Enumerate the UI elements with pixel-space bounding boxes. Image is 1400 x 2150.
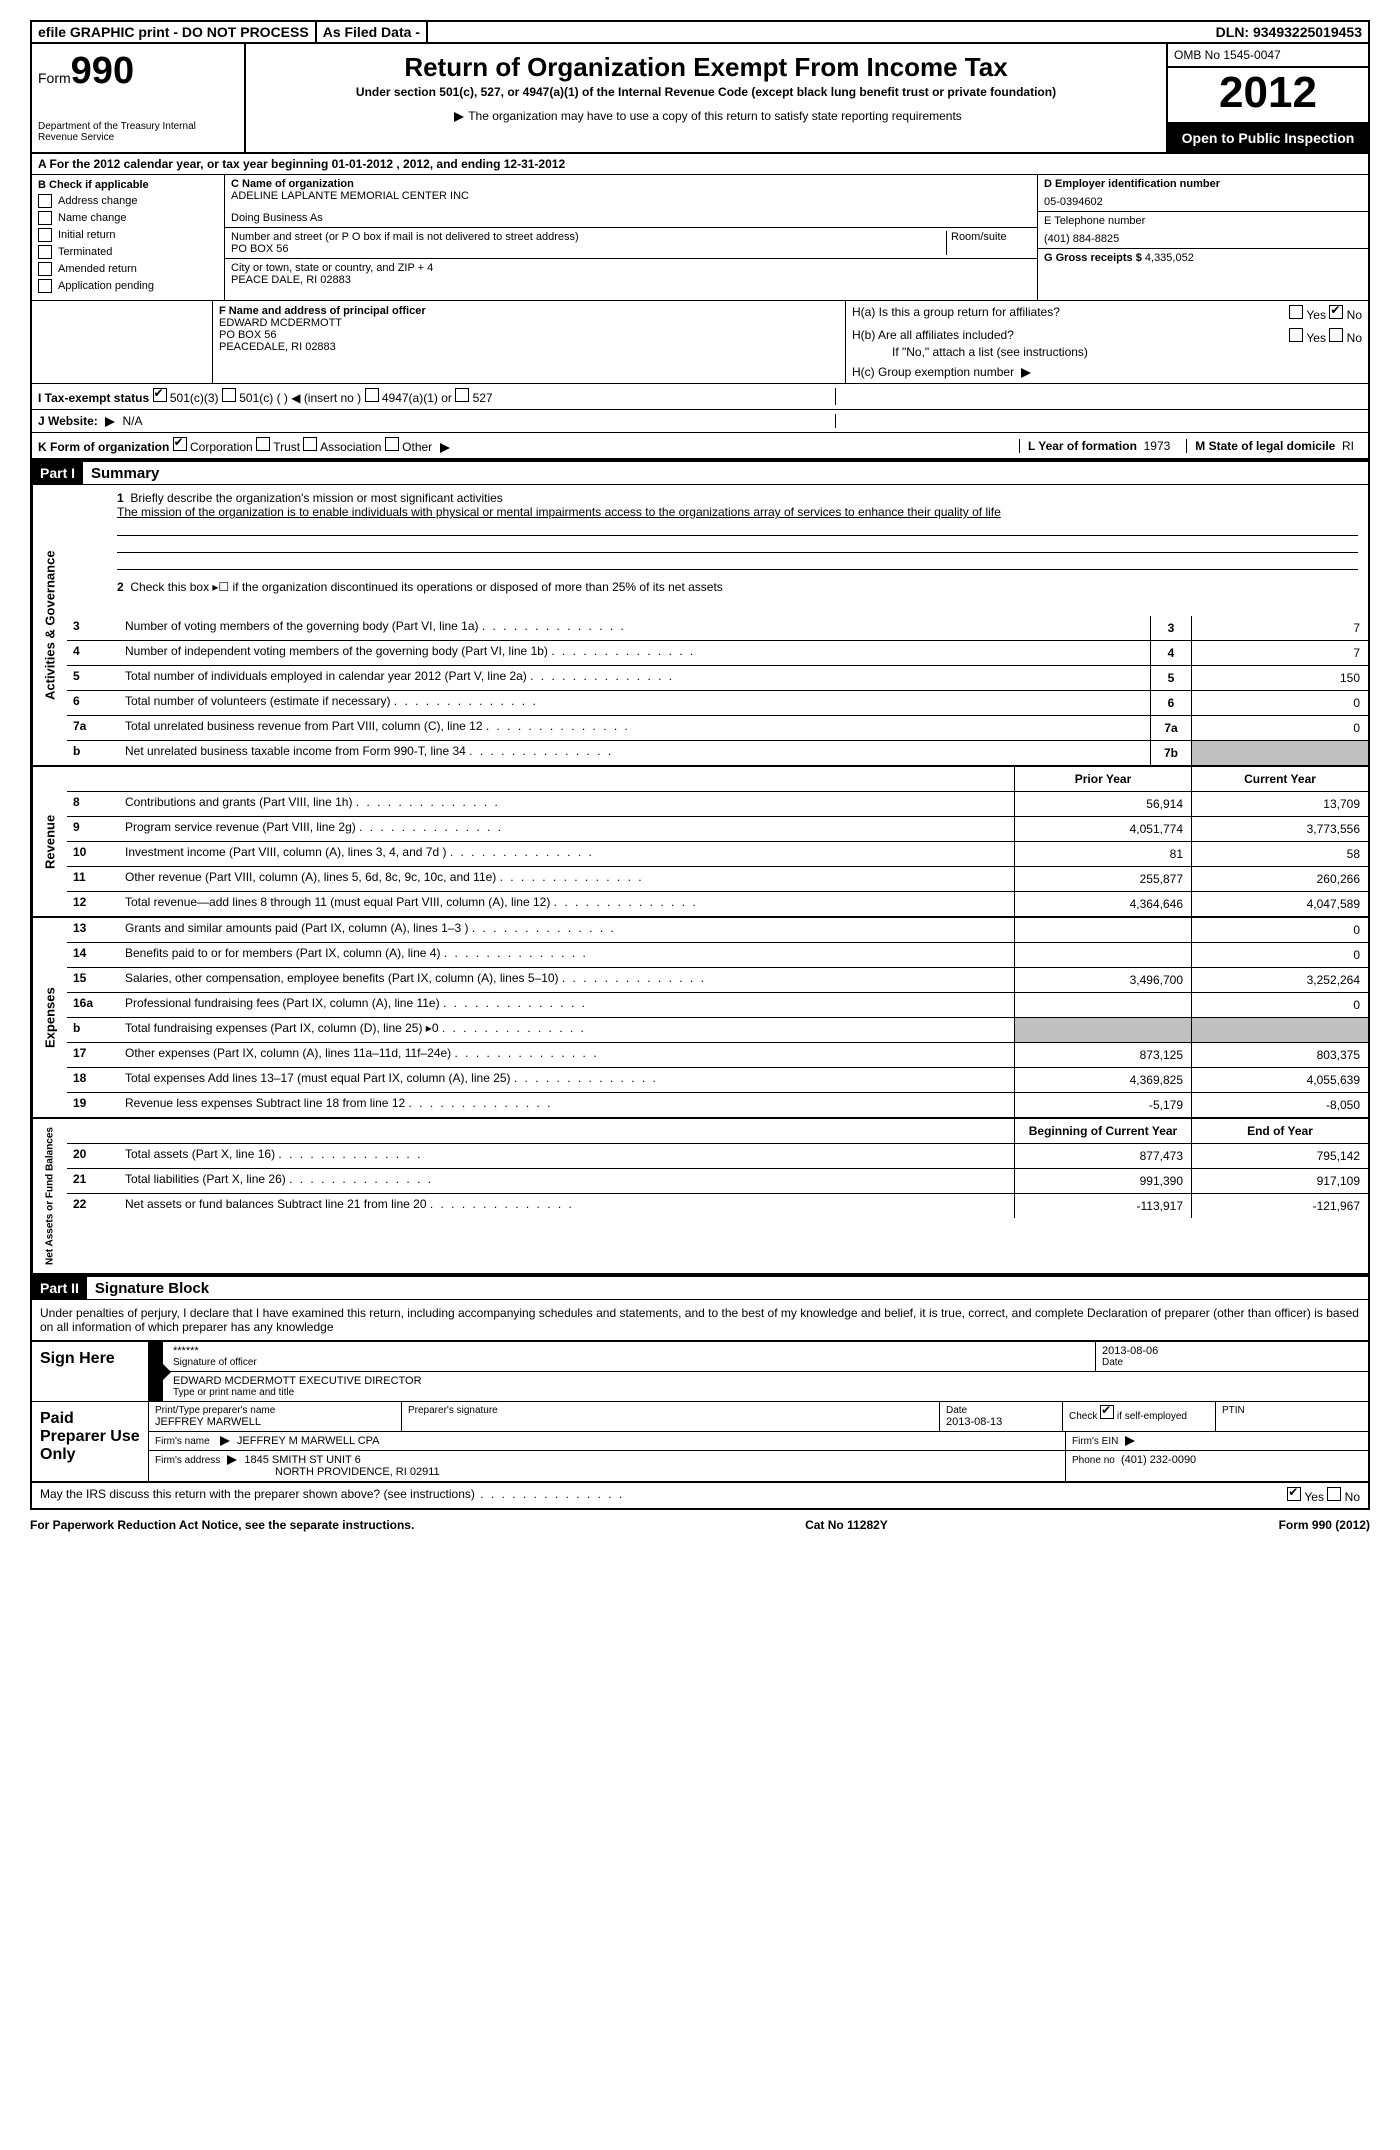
cb-501c3[interactable] [153,388,167,402]
cb-pending[interactable] [38,279,52,293]
cb-501c[interactable] [222,388,236,402]
tax-year: 2012 [1168,68,1368,124]
dept-treasury: Department of the Treasury Internal Reve… [38,121,238,143]
efile-notice: efile GRAPHIC print - DO NOT PROCESS [32,22,317,42]
table-row: 16aProfessional fundraising fees (Part I… [67,993,1368,1018]
table-row: 6Total number of volunteers (estimate if… [67,691,1368,716]
table-row: 14Benefits paid to or for members (Part … [67,943,1368,968]
org-city: PEACE DALE, RI 02883 [231,274,1031,286]
side-expenses: Expenses [32,918,67,1117]
open-to-public: Open to Public Inspection [1168,124,1368,152]
website-value: N/A [122,414,142,428]
officer-name: EDWARD MCDERMOTT [219,317,839,329]
ein-value: 05-0394602 [1044,196,1362,208]
officer-street: PO BOX 56 [219,329,839,341]
table-row: 7aTotal unrelated business revenue from … [67,716,1368,741]
mission-text: The mission of the organization is to en… [117,505,1358,519]
sign-here-section: Sign Here ****** Signature of officer 20… [30,1342,1370,1402]
cb-address-change[interactable] [38,194,52,208]
table-row: 8Contributions and grants (Part VIII, li… [67,792,1368,817]
table-row: 17Other expenses (Part IX, column (A), l… [67,1043,1368,1068]
table-row: 12Total revenue—add lines 8 through 11 (… [67,892,1368,916]
cb-name-change[interactable] [38,211,52,225]
cb-self-employed[interactable] [1100,1405,1114,1419]
cb-amended[interactable] [38,262,52,276]
table-row: 5Total number of individuals employed in… [67,666,1368,691]
table-row: 18Total expenses Add lines 13–17 (must e… [67,1068,1368,1093]
row-a-period: A For the 2012 calendar year, or tax yea… [30,154,1370,175]
table-row: 11Other revenue (Part VIII, column (A), … [67,867,1368,892]
side-revenue: Revenue [32,767,67,916]
phone-value: (401) 884-8825 [1044,233,1362,245]
section-bcd: B Check if applicable Address change Nam… [30,175,1370,300]
cb-discuss-yes[interactable] [1287,1487,1301,1501]
cb-corp[interactable] [173,437,187,451]
as-filed: As Filed Data - [317,22,428,42]
col-d-ein: D Employer identification number 05-0394… [1038,175,1368,300]
form-subtitle: Under section 501(c), 527, or 4947(a)(1)… [252,85,1160,99]
org-street: PO BOX 56 [231,243,946,255]
table-row: 4Number of independent voting members of… [67,641,1368,666]
table-row: 13Grants and similar amounts paid (Part … [67,918,1368,943]
part1-header: Part I Summary [30,460,1370,485]
side-netassets: Net Assets or Fund Balances [32,1119,67,1273]
cb-terminated[interactable] [38,245,52,259]
cb-initial-return[interactable] [38,228,52,242]
table-row: 3Number of voting members of the governi… [67,616,1368,641]
cb-discuss-no[interactable] [1327,1487,1341,1501]
cb-hb-yes[interactable] [1289,328,1303,342]
side-governance: Activities & Governance [32,485,67,765]
cb-other[interactable] [385,437,399,451]
table-row: bTotal fundraising expenses (Part IX, co… [67,1018,1368,1043]
col-c-org-info: C Name of organization ADELINE LAPLANTE … [225,175,1038,300]
officer-city: PEACEDALE, RI 02883 [219,341,839,353]
table-row: 22Net assets or fund balances Subtract l… [67,1194,1368,1218]
cb-hb-no[interactable] [1329,328,1343,342]
dln: DLN: 93493225019453 [428,22,1368,42]
form-number: Form990 [38,50,238,93]
part2-header: Part II Signature Block [30,1275,1370,1300]
cb-trust[interactable] [256,437,270,451]
perjury-statement: Under penalties of perjury, I declare th… [30,1300,1370,1342]
cb-4947[interactable] [365,388,379,402]
paid-preparer-section: Paid Preparer Use Only Print/Type prepar… [30,1402,1370,1483]
cb-ha-no[interactable] [1329,305,1343,319]
section-fh: F Name and address of principal officer … [30,300,1370,383]
table-row: 9Program service revenue (Part VIII, lin… [67,817,1368,842]
col-b-checkboxes: B Check if applicable Address change Nam… [32,175,225,300]
form-title: Return of Organization Exempt From Incom… [252,52,1160,83]
cb-527[interactable] [455,388,469,402]
omb-number: OMB No 1545-0047 [1168,44,1368,68]
form-header: Form990 Department of the Treasury Inter… [30,44,1370,154]
table-row: 10Investment income (Part VIII, column (… [67,842,1368,867]
table-row: 15Salaries, other compensation, employee… [67,968,1368,993]
table-row: 21Total liabilities (Part X, line 26) 99… [67,1169,1368,1194]
page-footer: For Paperwork Reduction Act Notice, see … [30,1510,1370,1540]
officer-sig-name: EDWARD MCDERMOTT EXECUTIVE DIRECTOR [173,1375,1362,1387]
gross-receipts: 4,335,052 [1145,252,1194,264]
table-row: bNet unrelated business taxable income f… [67,741,1368,765]
top-bar: efile GRAPHIC print - DO NOT PROCESS As … [30,20,1370,44]
table-row: 19Revenue less expenses Subtract line 18… [67,1093,1368,1117]
org-name: ADELINE LAPLANTE MEMORIAL CENTER INC [231,190,1031,202]
table-row: 20Total assets (Part X, line 16) 877,473… [67,1144,1368,1169]
cb-assoc[interactable] [303,437,317,451]
form-note: The organization may have to use a copy … [252,109,1160,123]
cb-ha-yes[interactable] [1289,305,1303,319]
